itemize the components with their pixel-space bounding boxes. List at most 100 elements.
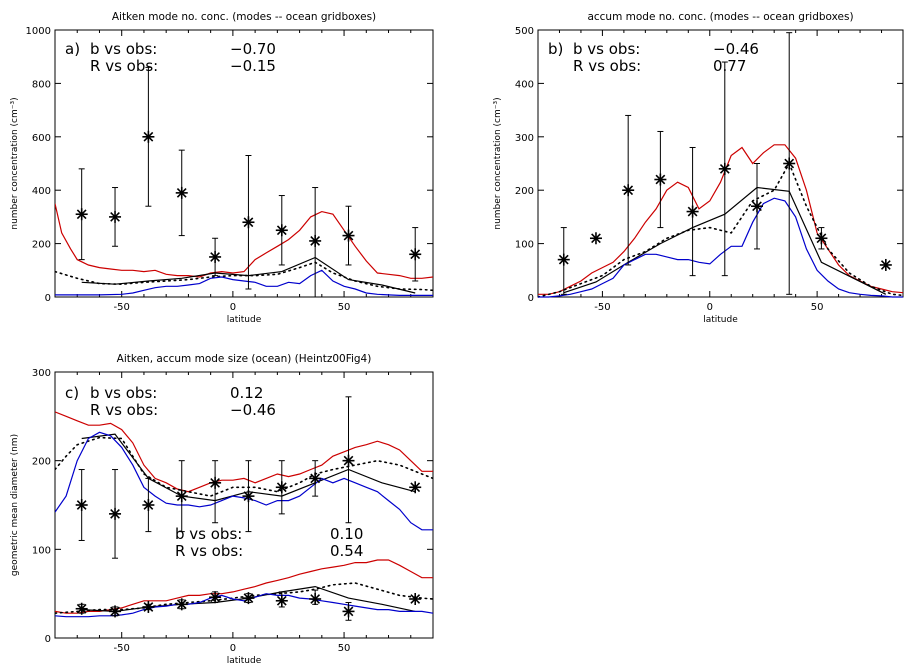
marker-stroke [591, 233, 601, 244]
stat-value: 0.12 [230, 384, 263, 402]
marker-stroke [243, 217, 254, 228]
marker-stroke [210, 592, 220, 603]
series-line [55, 559, 433, 614]
marker-stroke [110, 508, 120, 519]
observation-marker [815, 232, 828, 245]
stat-value: −0.70 [230, 40, 276, 58]
stat-value: 0.77 [713, 57, 746, 75]
observation-marker [309, 592, 322, 605]
x-tick-label: -50 [114, 643, 130, 654]
observation-marker [309, 234, 322, 247]
marker-stroke [76, 209, 87, 220]
y-tick-label: 0 [528, 293, 534, 304]
observation-marker [75, 499, 88, 511]
y-tick-label: 300 [515, 133, 534, 144]
x-tick-label: 50 [338, 643, 351, 654]
marker-stroke [276, 595, 287, 606]
observation-marker [242, 592, 255, 605]
marker-stroke [110, 606, 120, 617]
chart-panel-3: Aitken, accum mode size (ocean) (Heintz0… [10, 353, 434, 666]
observation-marker [342, 229, 355, 242]
y-axis-label: number concentration (cm⁻³) [493, 97, 503, 229]
observation-marker [175, 490, 188, 503]
x-axis-label: latitude [227, 656, 262, 666]
stat-value: 0.54 [330, 542, 363, 560]
series-line [55, 269, 433, 296]
chart-title: Aitken mode no. conc. (modes -- ocean gr… [112, 11, 376, 23]
marker-stroke [310, 473, 321, 484]
marker-stroke [243, 491, 254, 502]
x-axis-label: latitude [703, 315, 738, 325]
observation-marker [409, 592, 422, 605]
plot-area [538, 144, 903, 298]
observation-marker [109, 507, 122, 520]
chart-title: accum mode no. conc. (modes -- ocean gri… [587, 11, 853, 23]
y-tick-label: 100 [515, 240, 534, 251]
y-tick-label: 200 [515, 186, 534, 197]
marker-stroke [880, 260, 891, 270]
panel-label: c) [65, 384, 79, 402]
observation-marker [109, 605, 122, 618]
stat-label: b vs obs: [90, 40, 157, 58]
x-tick-label: 50 [811, 302, 824, 313]
marker-stroke [76, 603, 87, 614]
marker-stroke [343, 455, 354, 466]
y-tick-label: 800 [32, 79, 51, 90]
observation-marker [686, 205, 699, 218]
marker-stroke [210, 477, 220, 488]
observation-marker [75, 208, 88, 221]
observation-marker [309, 472, 322, 485]
y-tick-label: 400 [515, 79, 534, 90]
observation-marker [175, 598, 188, 611]
observation-marker [275, 481, 288, 494]
y-tick-label: 600 [32, 133, 51, 144]
marker-stroke [276, 482, 287, 493]
y-tick-label: 1000 [26, 26, 51, 37]
y-tick-label: 100 [32, 545, 51, 556]
x-tick-label: -50 [594, 302, 610, 313]
marker-stroke [343, 230, 354, 241]
chart-panel-1: Aitken mode no. conc. (modes -- ocean gr… [10, 11, 434, 325]
y-tick-label: 200 [32, 240, 51, 251]
x-tick-label: -50 [114, 302, 130, 313]
x-axis-label: latitude [227, 315, 262, 325]
observation-marker [342, 454, 355, 467]
observation-marker [242, 490, 255, 503]
observation-marker [783, 157, 796, 170]
observation-marker [879, 258, 892, 271]
marker-stroke [176, 491, 187, 502]
marker-stroke [176, 599, 187, 610]
x-tick-label: 0 [707, 302, 713, 313]
y-tick-label: 500 [515, 26, 534, 37]
observation-marker [242, 216, 255, 229]
plot-frame [54, 371, 434, 639]
observation-marker [209, 591, 222, 604]
series-line [55, 203, 433, 279]
chart-title: Aitken, accum mode size (ocean) (Heintz0… [117, 353, 372, 365]
marker-stroke [143, 602, 154, 612]
y-axis-label: number concentration (cm⁻³) [10, 97, 20, 229]
panel-label: b) [548, 40, 563, 58]
observation-marker [718, 162, 731, 175]
observation-marker [622, 184, 635, 197]
marker-stroke [143, 500, 154, 510]
observation-marker [142, 130, 155, 143]
x-tick-label: 50 [338, 302, 351, 313]
marker-stroke [687, 206, 698, 217]
stat-label: b vs obs: [90, 384, 157, 402]
chart-panel-2: accum mode no. conc. (modes -- ocean gri… [493, 11, 904, 325]
marker-stroke [76, 500, 87, 510]
observation-marker [142, 499, 155, 511]
y-tick-label: 300 [32, 368, 51, 379]
marker-stroke [343, 606, 354, 617]
observation-marker [342, 605, 355, 618]
marker-stroke [623, 185, 634, 196]
stat-value: −0.46 [230, 401, 276, 419]
y-tick-label: 400 [32, 186, 51, 197]
observation-marker [209, 250, 222, 263]
stat-value: −0.15 [230, 57, 276, 75]
marker-stroke [410, 249, 421, 260]
observation-marker [409, 481, 422, 494]
observation-marker [209, 476, 222, 489]
